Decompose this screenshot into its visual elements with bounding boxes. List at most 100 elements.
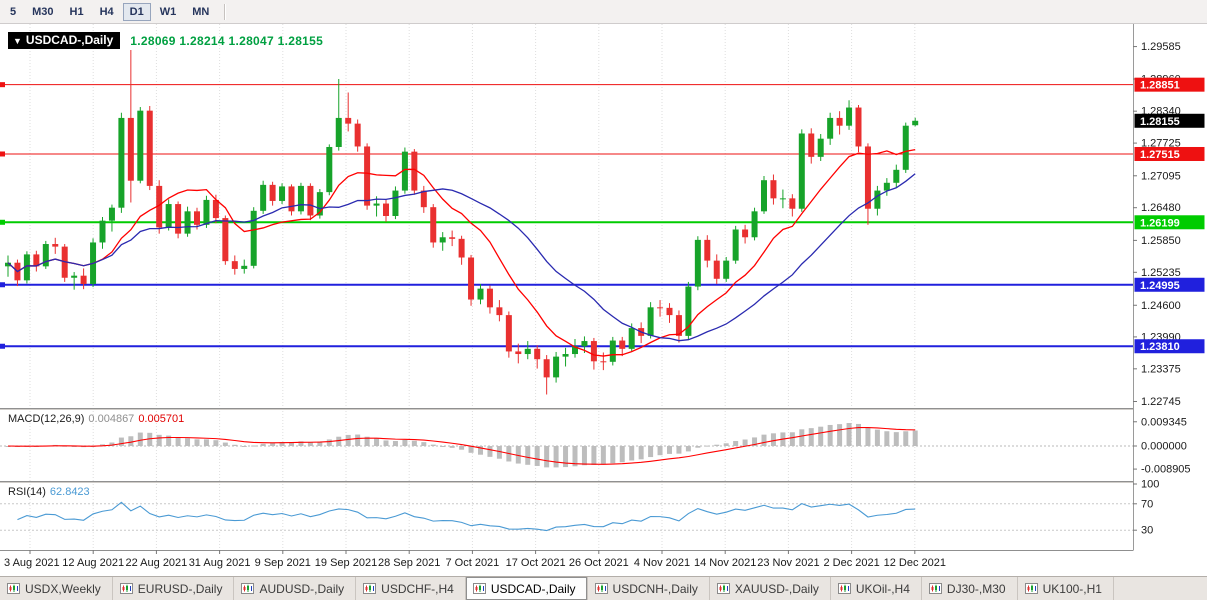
date-tick-label: 17 Oct 2021 [506, 557, 566, 569]
axis-tick-label: 100 [1141, 479, 1159, 491]
candle-body [99, 220, 106, 243]
macd-histogram-bar [610, 446, 616, 464]
macd-signal-line [7, 427, 916, 465]
macd-histogram-bar [213, 440, 219, 446]
candle-body [477, 288, 484, 300]
chart-tab-usdchf-h4[interactable]: USDCHF-,H4 [356, 577, 466, 600]
chart-tab-label: USDX,Weekly [25, 581, 101, 596]
macd-histogram-bar [789, 432, 795, 446]
axis-tick-label: 1.25235 [1141, 267, 1181, 279]
chart-tab-dj30-m30[interactable]: DJ30-,M30 [922, 577, 1018, 600]
candle-body [628, 328, 635, 349]
macd-histogram-bar [496, 446, 502, 459]
date-tick-label: 2 Dec 2021 [823, 557, 879, 569]
chart-tab-ukoil-h4[interactable]: UKOil-,H4 [831, 577, 922, 600]
tab-chart-icon [837, 583, 851, 594]
macd-histogram-bar [118, 437, 124, 446]
price-badge-level-label: 1.27515 [1140, 149, 1180, 161]
chart-tab-uk100-h1[interactable]: UK100-,H1 [1018, 577, 1114, 600]
timeframe-toolbar: 5 M30 H1 H4 D1 W1 MN [0, 0, 1207, 24]
candle-body [80, 275, 87, 284]
candle-body [902, 125, 909, 170]
candle-body [581, 341, 588, 347]
macd-histogram-bar [799, 429, 805, 446]
price-badge-level [1134, 146, 1205, 161]
candle-body [486, 288, 493, 308]
candle-body [231, 261, 238, 269]
chart-window[interactable]: 1.295851.289601.283401.277251.270951.264… [0, 24, 1207, 576]
candle-body [619, 340, 626, 349]
price-badge-level-label: 1.23810 [1140, 341, 1180, 353]
candle-body [505, 315, 512, 352]
candle-body [704, 239, 711, 261]
candle-body [836, 117, 843, 126]
timeframe-button-5[interactable]: 5 [10, 5, 17, 18]
timeframe-button-d1[interactable]: D1 [122, 2, 151, 21]
macd-histogram-bar [289, 442, 294, 446]
candle-body [534, 348, 541, 360]
macd-histogram-bar [298, 441, 304, 446]
macd-histogram-bar [383, 440, 389, 446]
macd-histogram-bar [837, 424, 843, 446]
chart-tab-usdx-weekly[interactable]: USDX,Weekly [0, 577, 113, 600]
tab-chart-icon [7, 583, 20, 594]
line-anchor [0, 343, 5, 349]
macd-histogram-bar [251, 445, 257, 447]
chart-tab-xauusd-daily[interactable]: XAUUSD-,Daily [710, 577, 831, 600]
axis-tick-label: -0.008905 [1141, 464, 1191, 476]
macd-histogram-bar [100, 444, 105, 446]
timeframe-button-mn[interactable]: MN [192, 5, 210, 18]
chart-tab-audusd-daily[interactable]: AUDUSD-,Daily [234, 577, 357, 600]
macd-histogram-bar [742, 439, 748, 446]
candle-body [713, 260, 720, 279]
candle-body [855, 107, 862, 147]
tab-chart-icon [241, 583, 255, 594]
timeframe-button-m30[interactable]: M30 [32, 5, 54, 18]
date-tick-label: 14 Nov 2021 [694, 557, 756, 569]
macd-histogram-bar [808, 428, 814, 446]
macd-histogram-bar [307, 441, 313, 446]
candle-body [297, 185, 304, 212]
date-tick-label: 7 Oct 2021 [445, 557, 499, 569]
macd-histogram-bar [761, 434, 767, 446]
macd-histogram-bar [260, 443, 266, 446]
macd-histogram-bar [903, 431, 909, 446]
axis-tick-label: 1.27095 [1141, 170, 1181, 182]
candle-body [770, 180, 777, 199]
candle-body [553, 356, 560, 378]
tab-chart-icon [1024, 583, 1038, 594]
candle-body [572, 346, 578, 355]
macd-histogram-bar [326, 439, 332, 446]
chart-tab-usdcad-daily[interactable]: USDCAD-,Daily [465, 577, 588, 600]
chart-tab-eurusd-daily[interactable]: EURUSD-,Daily [113, 577, 235, 600]
macd-histogram-bar [704, 445, 710, 447]
macd-histogram-bar [392, 441, 398, 446]
macd-histogram-bar [487, 446, 493, 457]
toolbar-divider [224, 3, 227, 20]
price-chart[interactable]: 1.295851.289601.283401.277251.270951.264… [0, 24, 1207, 576]
candle-body [685, 286, 692, 336]
candle-body [184, 211, 191, 234]
date-tick-label: 19 Sep 2021 [315, 557, 377, 569]
candle-body [71, 275, 78, 278]
pane-separator[interactable] [0, 481, 1207, 484]
macd-histogram-bar [648, 446, 654, 458]
tab-chart-icon [119, 583, 133, 594]
macd-histogram-bar [752, 437, 758, 446]
macd-histogram-bar [619, 446, 625, 463]
candle-body [260, 184, 267, 211]
macd-histogram-bar [279, 442, 285, 446]
price-badge-level [1134, 339, 1205, 354]
timeframe-button-h4[interactable]: H4 [99, 5, 114, 18]
candle-body [439, 237, 446, 243]
macd-histogram-bar [166, 435, 172, 446]
timeframe-button-h1[interactable]: H1 [69, 5, 84, 18]
chart-tab-usdcnh-daily[interactable]: USDCNH-,Daily [588, 577, 710, 600]
candle-body [420, 190, 427, 208]
timeframe-button-w1[interactable]: W1 [159, 5, 177, 18]
pane-separator[interactable] [0, 408, 1207, 411]
macd-histogram-bar [402, 439, 408, 446]
price-badge-current [1134, 113, 1205, 128]
price-badge-level-label: 1.26199 [1140, 217, 1180, 229]
candle-body [515, 351, 522, 355]
